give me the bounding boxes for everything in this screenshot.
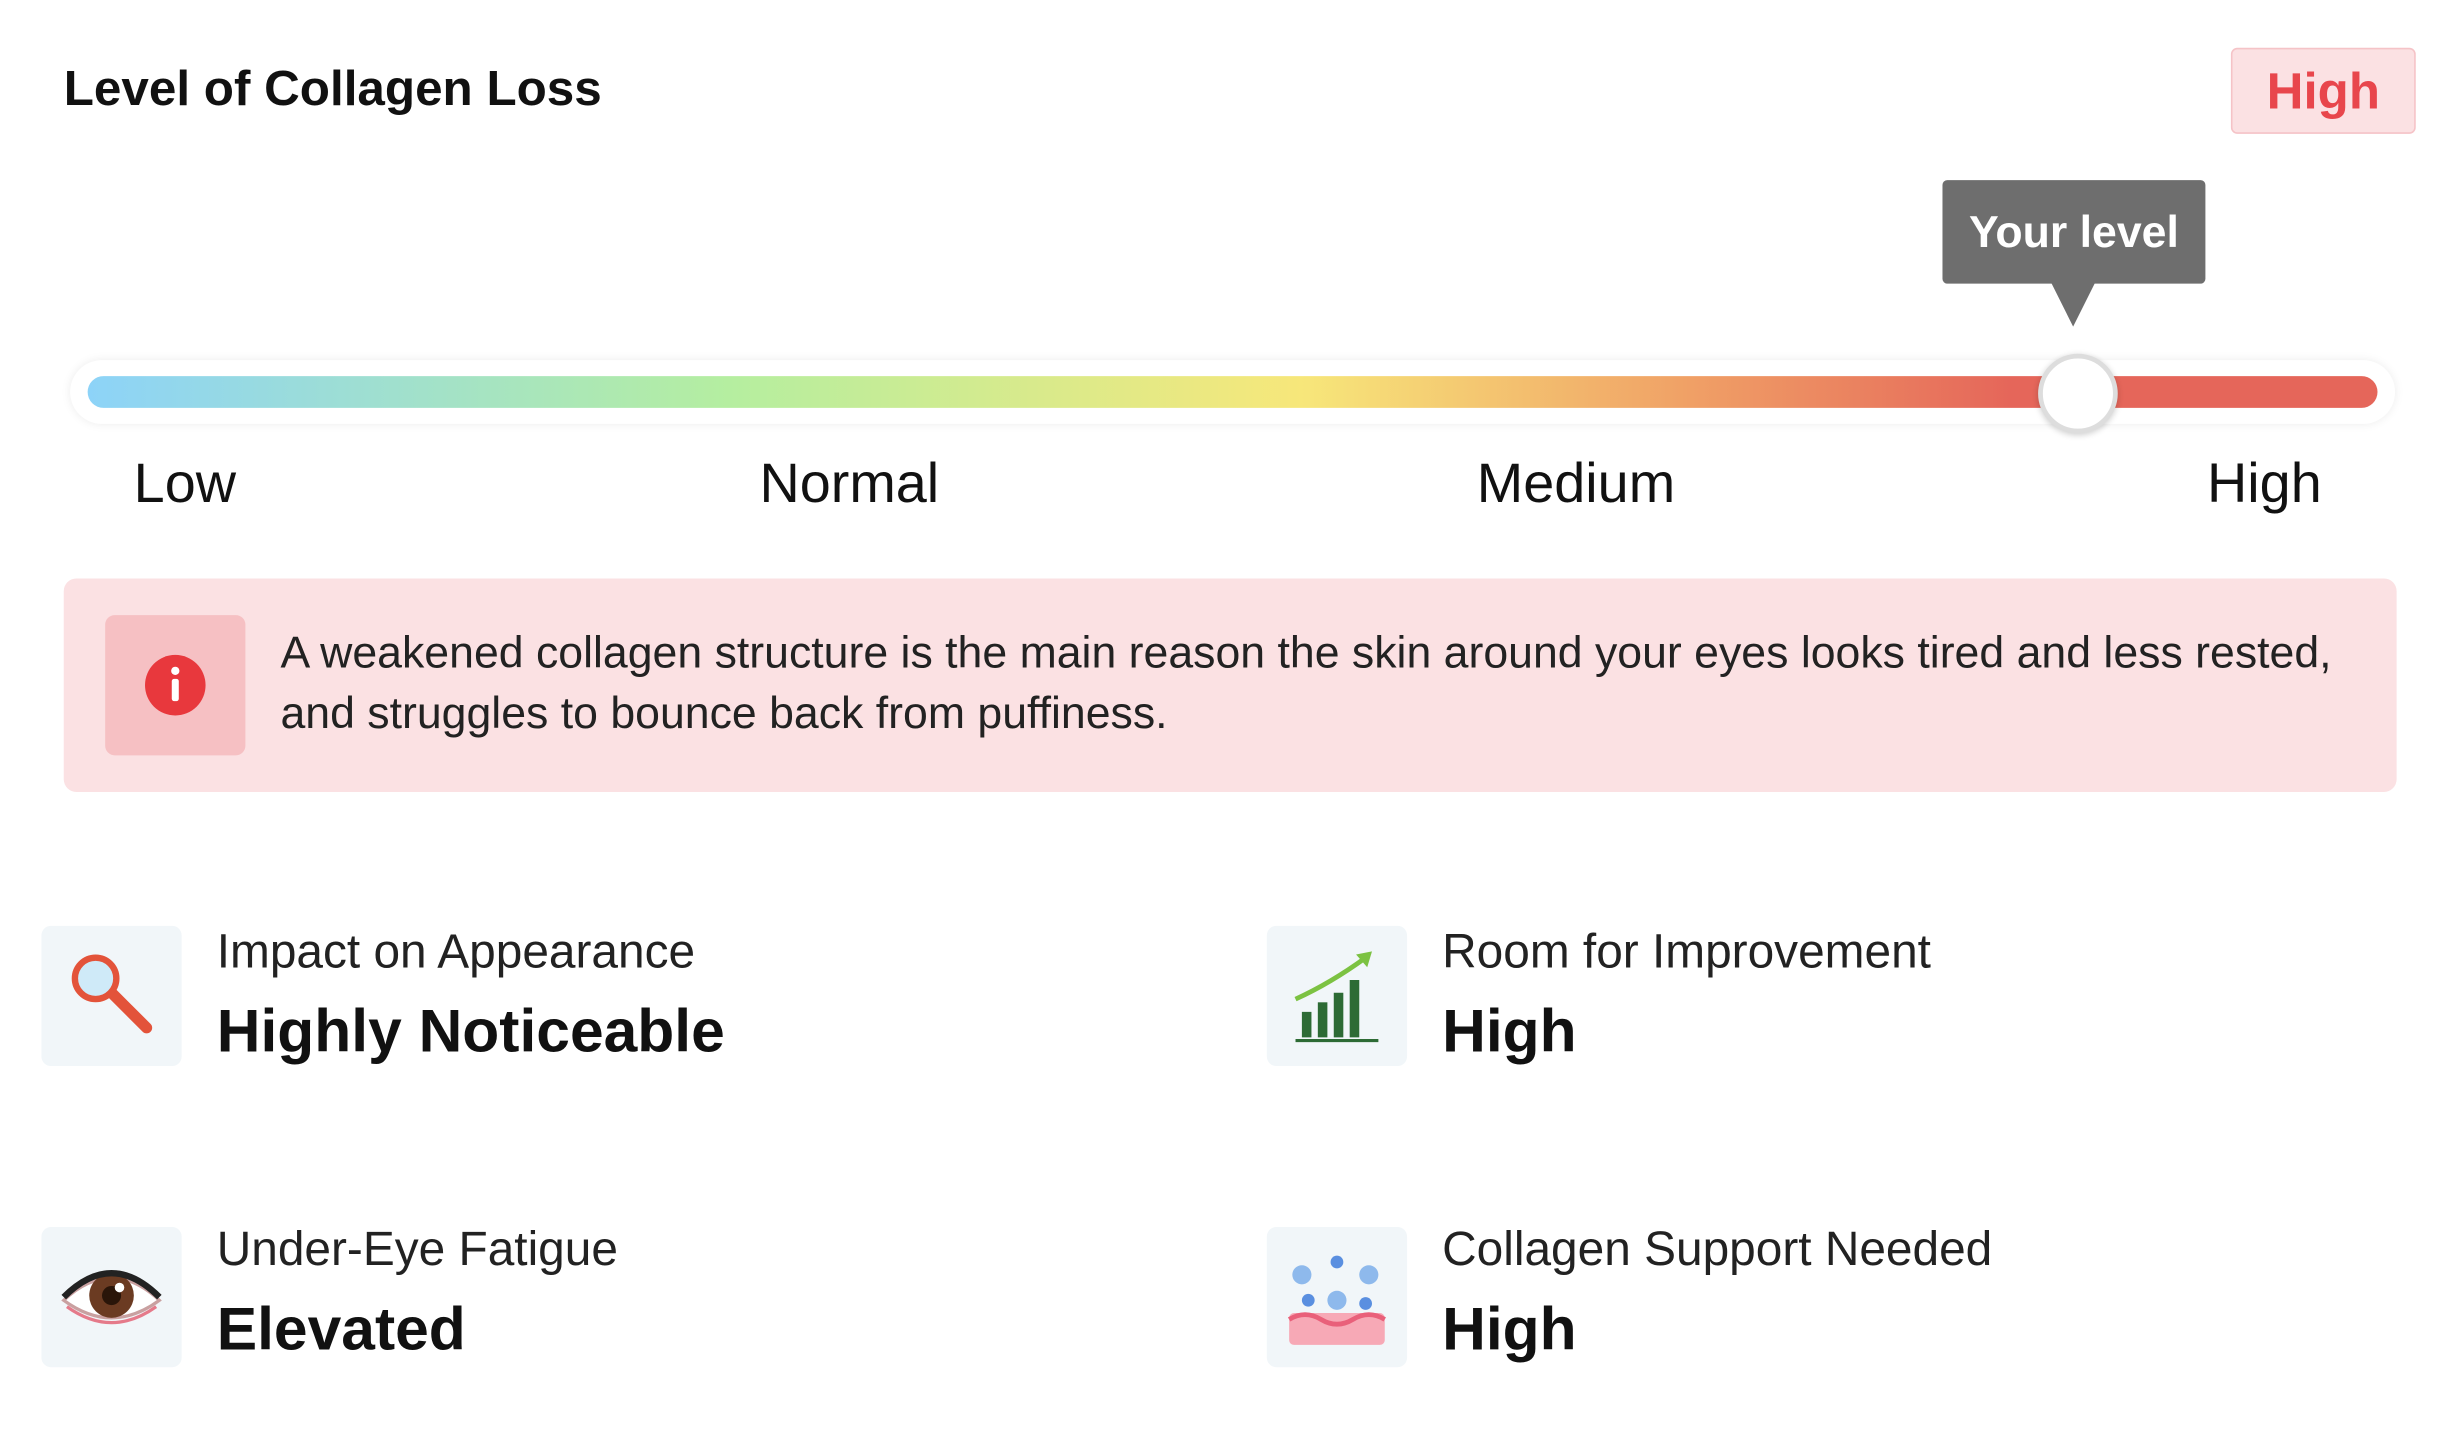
item-label: Impact on Appearance <box>216 925 696 979</box>
info-glyph <box>145 654 206 716</box>
item-value: Elevated <box>216 1297 466 1365</box>
magnifier-icon <box>41 925 182 1067</box>
info-text: A weakened collagen structure is the mai… <box>280 627 2332 738</box>
scale-label: Normal <box>759 452 940 515</box>
info-box: A weakened collagen structure is the mai… <box>63 578 2397 792</box>
eye <box>61 1270 162 1325</box>
slider-knob <box>2038 353 2118 434</box>
title: Level of Collagen Loss <box>63 60 602 117</box>
item-value: High <box>1442 999 1577 1067</box>
item-value: Highly Noticeable <box>216 999 725 1067</box>
tooltip-arrow <box>2050 282 2096 327</box>
growth-icon <box>1266 925 1408 1067</box>
collagen-icon <box>1266 1226 1408 1368</box>
scale-label: High <box>2207 452 2322 515</box>
info-icon <box>105 615 246 756</box>
slider-gradient <box>87 376 2378 408</box>
eye-icon <box>41 1226 182 1368</box>
collagen <box>1287 1255 1386 1345</box>
item-value: High <box>1442 1297 1577 1365</box>
level-badge: High <box>2230 47 2416 134</box>
growth-chart <box>1294 951 1379 1043</box>
scale-label: Medium <box>1476 452 1676 515</box>
item-label: Under-Eye Fatigue <box>216 1223 618 1277</box>
scale-label: Low <box>133 452 237 515</box>
item-label: Collagen Support Needed <box>1442 1223 1993 1277</box>
item-label: Room for Improvement <box>1442 925 1931 979</box>
level-tooltip: Your level <box>1942 180 2206 284</box>
magnifier <box>71 954 153 1034</box>
